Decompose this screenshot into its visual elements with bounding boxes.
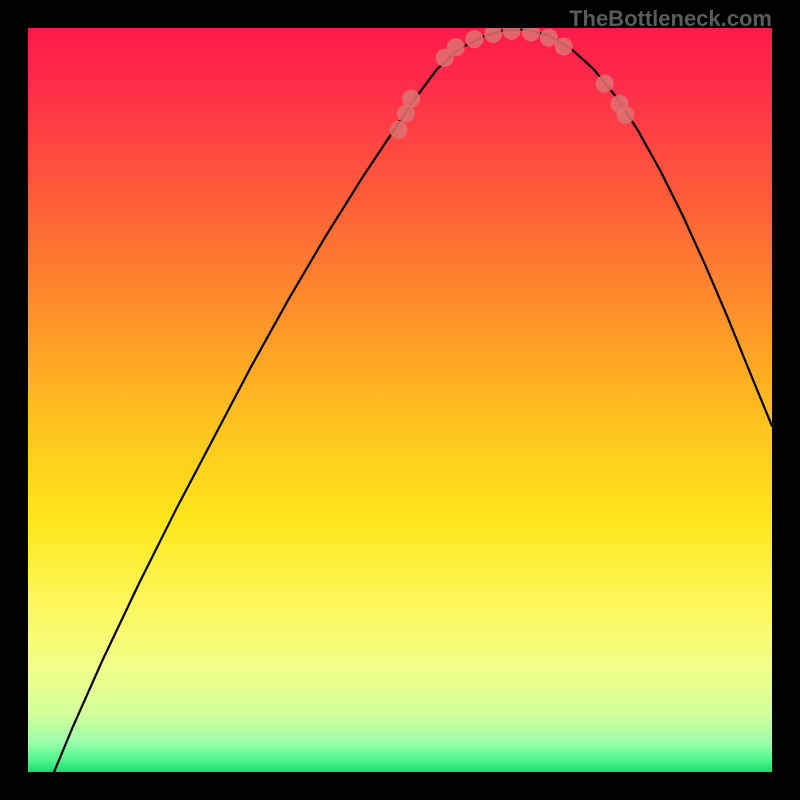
data-marker [484, 28, 502, 43]
data-marker [555, 38, 573, 56]
data-marker [596, 75, 614, 93]
data-marker [390, 121, 408, 139]
data-marker [402, 90, 420, 108]
chart-plot-area [28, 28, 772, 772]
data-marker [465, 30, 483, 48]
data-marker [447, 38, 465, 56]
bottleneck-curve [54, 29, 772, 772]
watermark-text: TheBottleneck.com [569, 6, 772, 32]
data-marker [522, 28, 540, 41]
data-marker [616, 106, 634, 124]
chart-curve-layer [28, 28, 772, 772]
data-marker [503, 28, 521, 40]
